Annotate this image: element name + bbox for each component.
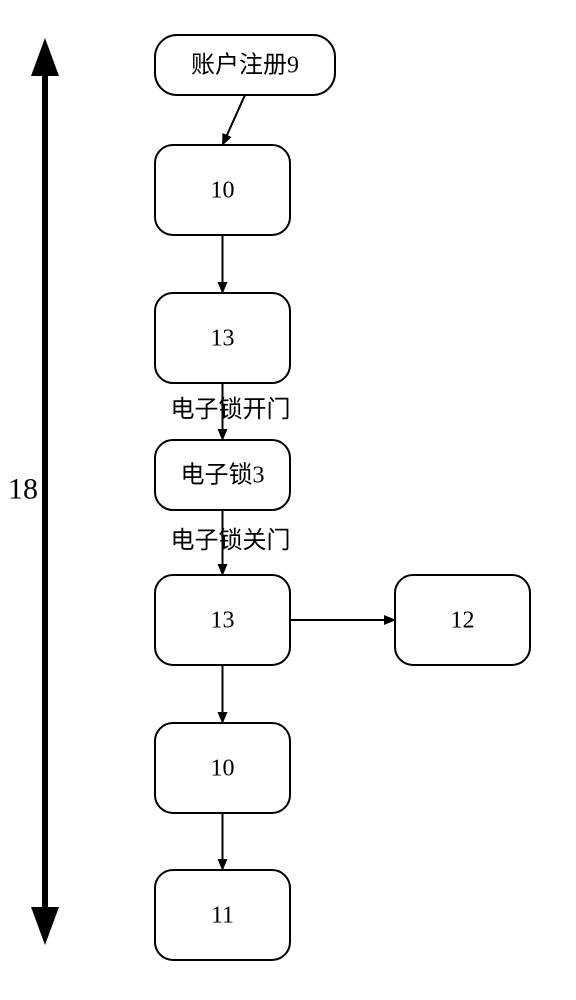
flow-node-label: 账户注册9 xyxy=(191,52,299,79)
flow-node-label: 10 xyxy=(211,756,235,782)
flow-node-n13a: 13 xyxy=(155,293,290,383)
flow-edge-label: 电子锁关门 xyxy=(171,527,291,554)
flow-node-label: 10 xyxy=(211,178,235,204)
flow-node-n_lock3: 电子锁3 xyxy=(155,440,290,510)
flow-edge xyxy=(223,95,246,145)
flow-node-n12: 12 xyxy=(395,575,530,665)
dimension-label: 18 xyxy=(8,472,38,505)
flow-node-label: 13 xyxy=(211,326,235,352)
flow-node-n9: 账户注册9 xyxy=(155,35,335,95)
flow-node-label: 11 xyxy=(211,903,234,929)
flow-node-n10a: 10 xyxy=(155,145,290,235)
flow-edge-label: 电子锁开门 xyxy=(171,396,291,423)
flow-node-label: 12 xyxy=(451,608,475,634)
flow-node-n10b: 10 xyxy=(155,723,290,813)
flow-node-n13b: 13 xyxy=(155,575,290,665)
flow-node-label: 13 xyxy=(211,608,235,634)
flow-node-label: 电子锁3 xyxy=(181,462,265,489)
flow-node-n11: 11 xyxy=(155,870,290,960)
